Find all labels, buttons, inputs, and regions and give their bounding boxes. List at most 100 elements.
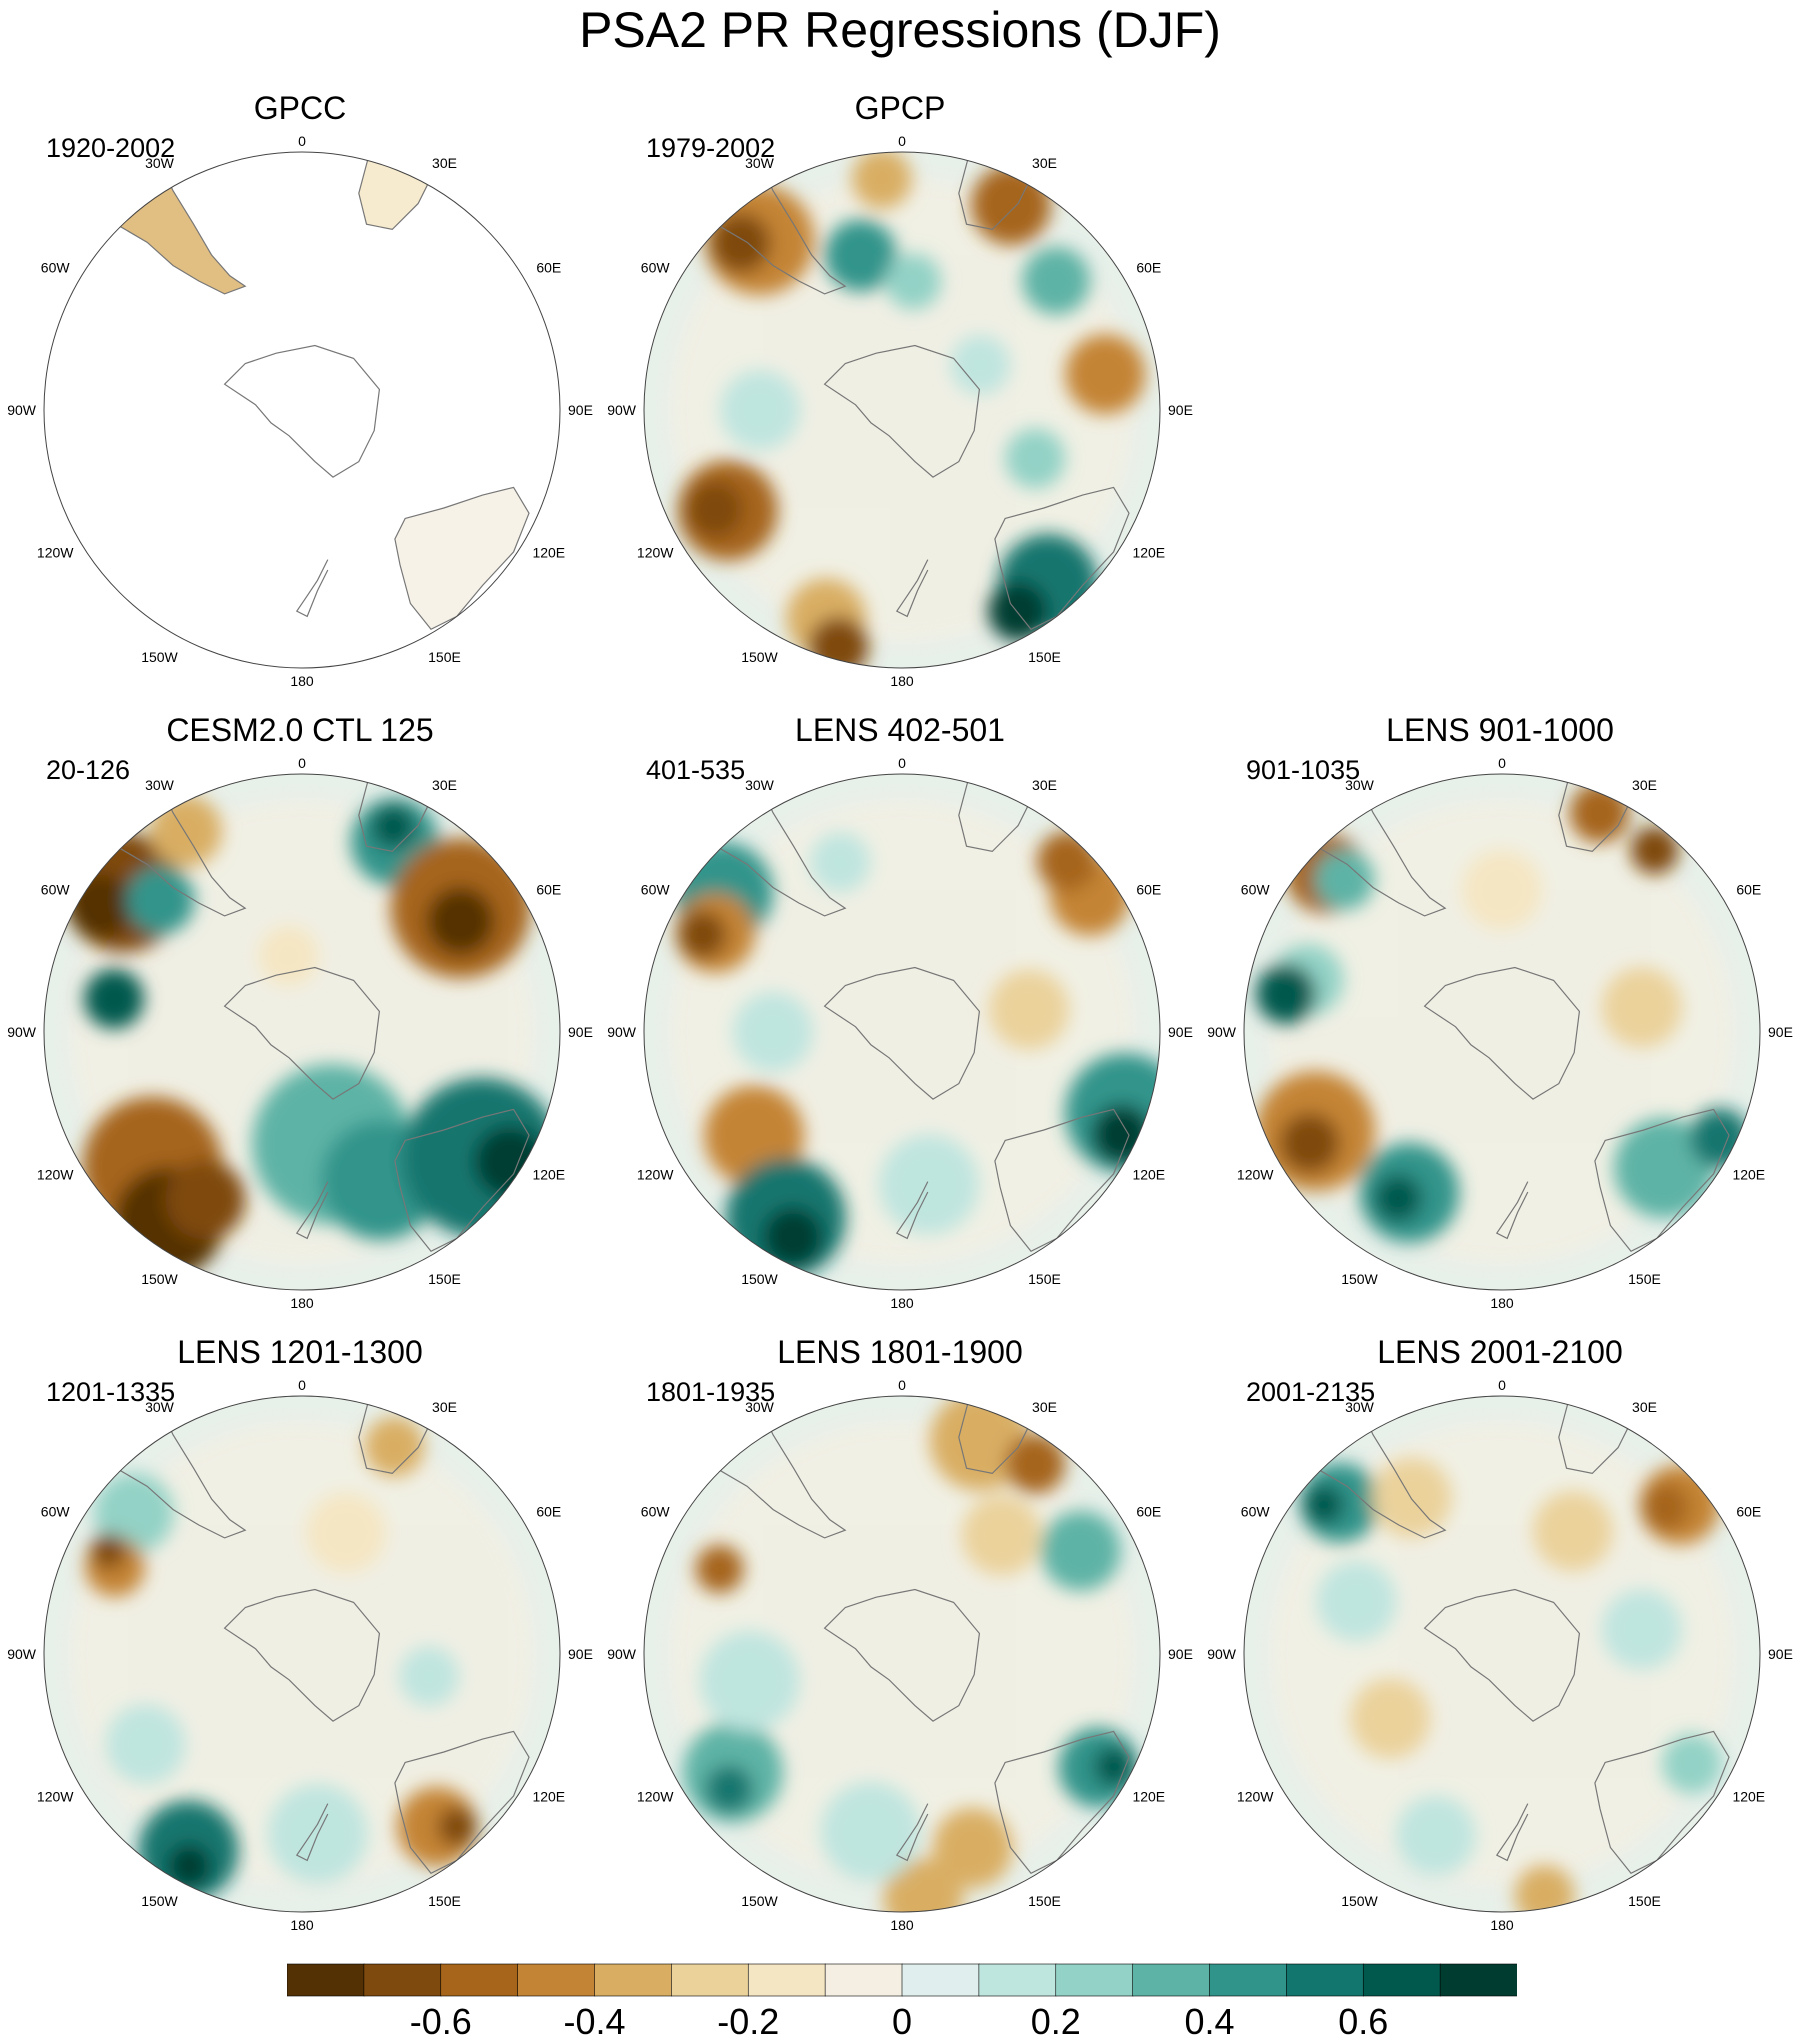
anomaly-field xyxy=(1244,1396,1760,1912)
colorbar-tick: -0.4 xyxy=(563,2001,626,2042)
anomaly-blob xyxy=(437,1806,478,1847)
colorbar-swatch xyxy=(747,1963,826,1997)
map-panel-lens-901-1000: LENS 901-1000 901-1035 0 30E 60E 90E 120E 150… xyxy=(1200,712,1800,1332)
longitude-label: 120E xyxy=(532,545,565,561)
longitude-label: 120W xyxy=(1237,1789,1274,1805)
map-boundary xyxy=(43,151,561,669)
anomaly-blob xyxy=(971,165,1051,245)
anomaly-blob xyxy=(989,969,1069,1050)
new-zealand-coastline xyxy=(295,1181,329,1240)
anomaly-blob xyxy=(950,334,1011,395)
longitude-label: 90E xyxy=(1168,1646,1193,1662)
colorbar-tick: -0.6 xyxy=(409,2001,472,2042)
longitude-label: 120W xyxy=(37,1789,74,1805)
anomaly-blob xyxy=(988,581,1049,642)
anomaly-blob xyxy=(165,1159,246,1240)
colorbar-swatch xyxy=(517,1963,596,1997)
longitude-label: 90E xyxy=(1168,1024,1193,1040)
anomaly-blob xyxy=(1256,963,1316,1024)
longitude-label: 60W xyxy=(641,1504,671,1520)
longitude-label: 90E xyxy=(568,1024,593,1040)
longitude-label: 150E xyxy=(1028,1893,1061,1909)
longitude-label: 150E xyxy=(1628,1271,1661,1287)
longitude-label: 180 xyxy=(1490,1917,1514,1933)
anomaly-blob xyxy=(1374,1174,1423,1223)
anomaly-blob xyxy=(932,1808,1013,1888)
longitude-label: 120W xyxy=(1237,1167,1274,1183)
longitude-label: 0 xyxy=(1498,755,1506,771)
south-america-coastline xyxy=(1290,1406,1447,1539)
anomaly-blob xyxy=(885,253,942,310)
map-boundary xyxy=(43,1395,561,1913)
map-boundary xyxy=(1243,773,1761,1291)
longitude-label: 150E xyxy=(428,1271,461,1287)
longitude-label: 150W xyxy=(141,649,178,665)
south-america-coastline xyxy=(90,784,247,917)
longitude-label: 30W xyxy=(145,155,175,171)
map-panel-cesm2-ctl: CESM2.0 CTL 125 20-126 0 30E 60E 90E 120E 150… xyxy=(0,712,600,1332)
australia-coastline xyxy=(394,1108,530,1253)
anomaly-field xyxy=(44,152,560,668)
anomaly-blob xyxy=(1630,826,1679,875)
longitude-label: 90W xyxy=(1207,1646,1237,1662)
new-zealand-coastline xyxy=(1495,1181,1529,1240)
coastlines xyxy=(90,1398,530,1875)
longitude-label: 180 xyxy=(290,1295,314,1311)
anomaly-blob xyxy=(1462,850,1542,931)
longitude-label: 90E xyxy=(568,1646,593,1662)
antarctica-coastline xyxy=(823,966,981,1100)
map-boundary xyxy=(43,773,561,1291)
africa-coastline xyxy=(958,1398,1032,1475)
longitude-label: 60E xyxy=(1136,882,1161,898)
longitude-label: 60E xyxy=(1136,1504,1161,1520)
colorbar-tick: 0.6 xyxy=(1338,2001,1389,2042)
anomaly-blob xyxy=(720,370,801,450)
longitude-label: 30E xyxy=(1632,1399,1657,1415)
colorbar-swatch xyxy=(1055,1963,1134,1997)
panel-period: 1801-1935 xyxy=(646,1377,776,1407)
new-zealand-coastline xyxy=(895,1803,929,1862)
panel-title: GPCP xyxy=(854,90,946,126)
anomaly-blob xyxy=(306,1492,387,1573)
longitude-label: 120E xyxy=(1132,545,1165,561)
longitude-label: 90W xyxy=(1207,1024,1237,1040)
longitude-label: 120E xyxy=(532,1167,565,1183)
panel-title: CESM2.0 CTL 125 xyxy=(166,712,434,748)
map-panel-lens-1801-1900: LENS 1801-1900 1801-1935 0 30E 60E 90E 120E 1… xyxy=(600,1334,1200,1954)
longitude-label: 120E xyxy=(1732,1167,1765,1183)
anomaly-blob xyxy=(1314,849,1375,910)
longitude-label: 30W xyxy=(745,1399,775,1415)
colorbar-swatch xyxy=(1132,1963,1211,1997)
longitude-label: 120E xyxy=(532,1789,565,1805)
panel-title: LENS 1201-1300 xyxy=(177,1334,423,1370)
anomaly-blob xyxy=(258,925,319,986)
anomaly-blob xyxy=(1601,967,1682,1048)
map-panel-gpcp: GPCP 1979-2002 0 30E 60E 90E 120E 150E 180 150W… xyxy=(600,90,1200,710)
africa-coastline xyxy=(358,154,432,231)
polar-map: 0 30E 60E 90E 120E 150E 180 150W 120W 90W 60W 30W xyxy=(1207,755,1793,1311)
anomaly-blob xyxy=(364,1416,425,1477)
coastlines xyxy=(690,154,1130,631)
anomaly-field xyxy=(644,774,1160,1290)
map-boundary xyxy=(643,151,1161,669)
polar-map: 0 30E 60E 90E 120E 150E 180 150W 120W 90W 60W 30W xyxy=(607,133,1193,689)
coastlines xyxy=(90,776,530,1253)
longitude-label: 60W xyxy=(41,1504,71,1520)
polar-map: 0 30E 60E 90E 120E 150E 180 150W 120W 90W 60W 30W xyxy=(7,755,593,1311)
antarctica-coastline xyxy=(223,1588,381,1722)
polar-map: 0 30E 60E 90E 120E 150E 180 150W 120W 90W 60W 30W xyxy=(7,133,593,689)
longitude-label: 60E xyxy=(1136,260,1161,276)
colorbar-swatch xyxy=(901,1963,980,1997)
anomaly-blob xyxy=(1569,782,1630,843)
longitude-label: 150E xyxy=(1628,1893,1661,1909)
antarctica-coastline xyxy=(823,1588,981,1722)
australia-coastline xyxy=(994,1730,1130,1875)
map-boundary xyxy=(643,1395,1161,1913)
anomaly-blob xyxy=(710,213,771,273)
longitude-label: 0 xyxy=(298,133,306,149)
anomaly-blob xyxy=(1022,246,1091,315)
australia-coastline xyxy=(394,486,530,631)
africa-coastline xyxy=(958,154,1032,231)
longitude-label: 60E xyxy=(536,260,561,276)
anomaly-blob xyxy=(1036,831,1097,892)
